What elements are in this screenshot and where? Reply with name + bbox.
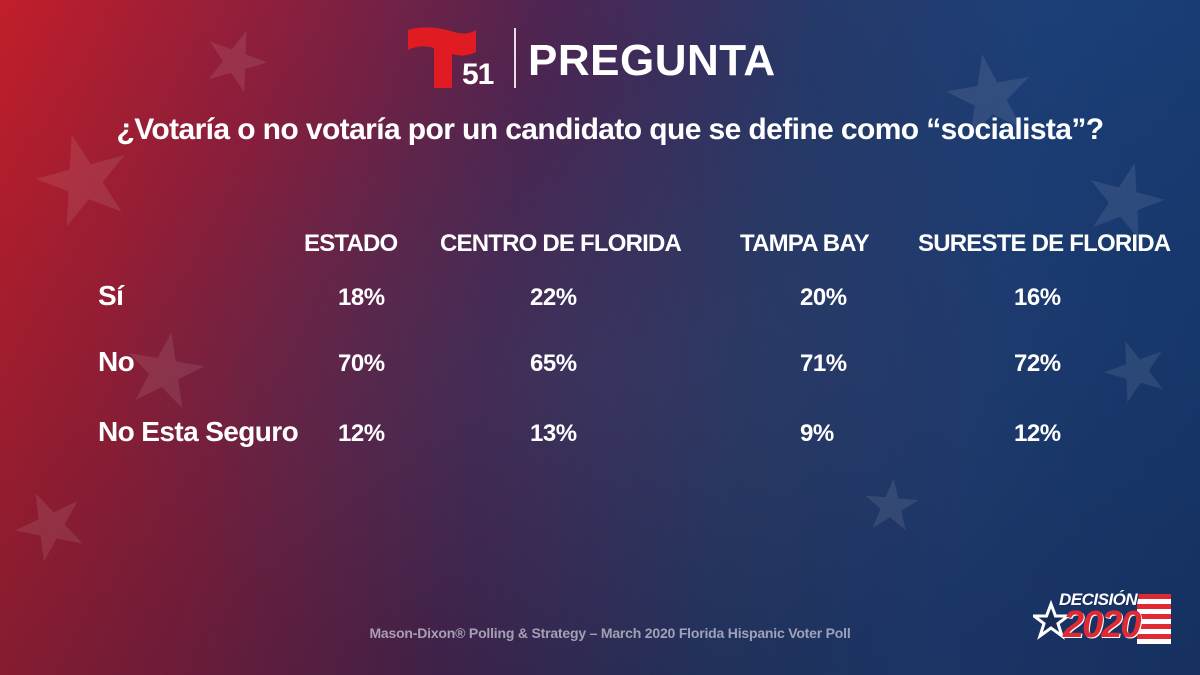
page-title: PREGUNTA xyxy=(528,36,776,85)
star-icon: ★ xyxy=(856,461,927,549)
column-header: CENTRO DE FLORIDA xyxy=(440,230,682,257)
source-footnote: Mason-Dixon® Polling & Strategy – March … xyxy=(369,625,851,641)
row-label: No Esta Seguro xyxy=(98,416,299,447)
row-label: Sí xyxy=(98,280,124,311)
column-header: SURESTE DE FLORIDA xyxy=(918,230,1171,257)
table-cell: 70% xyxy=(338,350,385,377)
question-text: ¿Votaría o no votaría por un candidato q… xyxy=(116,113,1104,146)
star-stripes-icon xyxy=(1033,594,1171,644)
table-cell: 18% xyxy=(338,284,385,311)
table-cell: 9% xyxy=(800,420,834,447)
star-icon: ★ xyxy=(1086,313,1186,426)
table-cell: 22% xyxy=(530,284,577,311)
table-cell: 71% xyxy=(800,350,847,377)
table-cell: 16% xyxy=(1014,284,1061,311)
column-header: ESTADO xyxy=(304,230,398,257)
badge-label: DECISIÓN xyxy=(1059,590,1138,609)
logo-divider xyxy=(514,28,516,88)
row-label: No xyxy=(98,346,135,377)
telemundo-t-icon xyxy=(406,26,498,90)
table-cell: 65% xyxy=(530,350,577,377)
table-cell: 12% xyxy=(1014,420,1061,447)
table-cell: 20% xyxy=(800,284,847,311)
table-cell: 72% xyxy=(1014,350,1061,377)
column-header: TAMPA BAY xyxy=(740,230,870,257)
table-cell: 12% xyxy=(338,420,385,447)
star-icon: ★ xyxy=(0,459,109,590)
star-icon: ★ xyxy=(186,3,286,116)
decision-2020-badge: DECISIÓN 2020 xyxy=(1033,590,1175,650)
badge-year: 2020 xyxy=(1063,604,1142,646)
table-cell: 13% xyxy=(530,420,577,447)
logo-number: 51 xyxy=(462,58,494,91)
